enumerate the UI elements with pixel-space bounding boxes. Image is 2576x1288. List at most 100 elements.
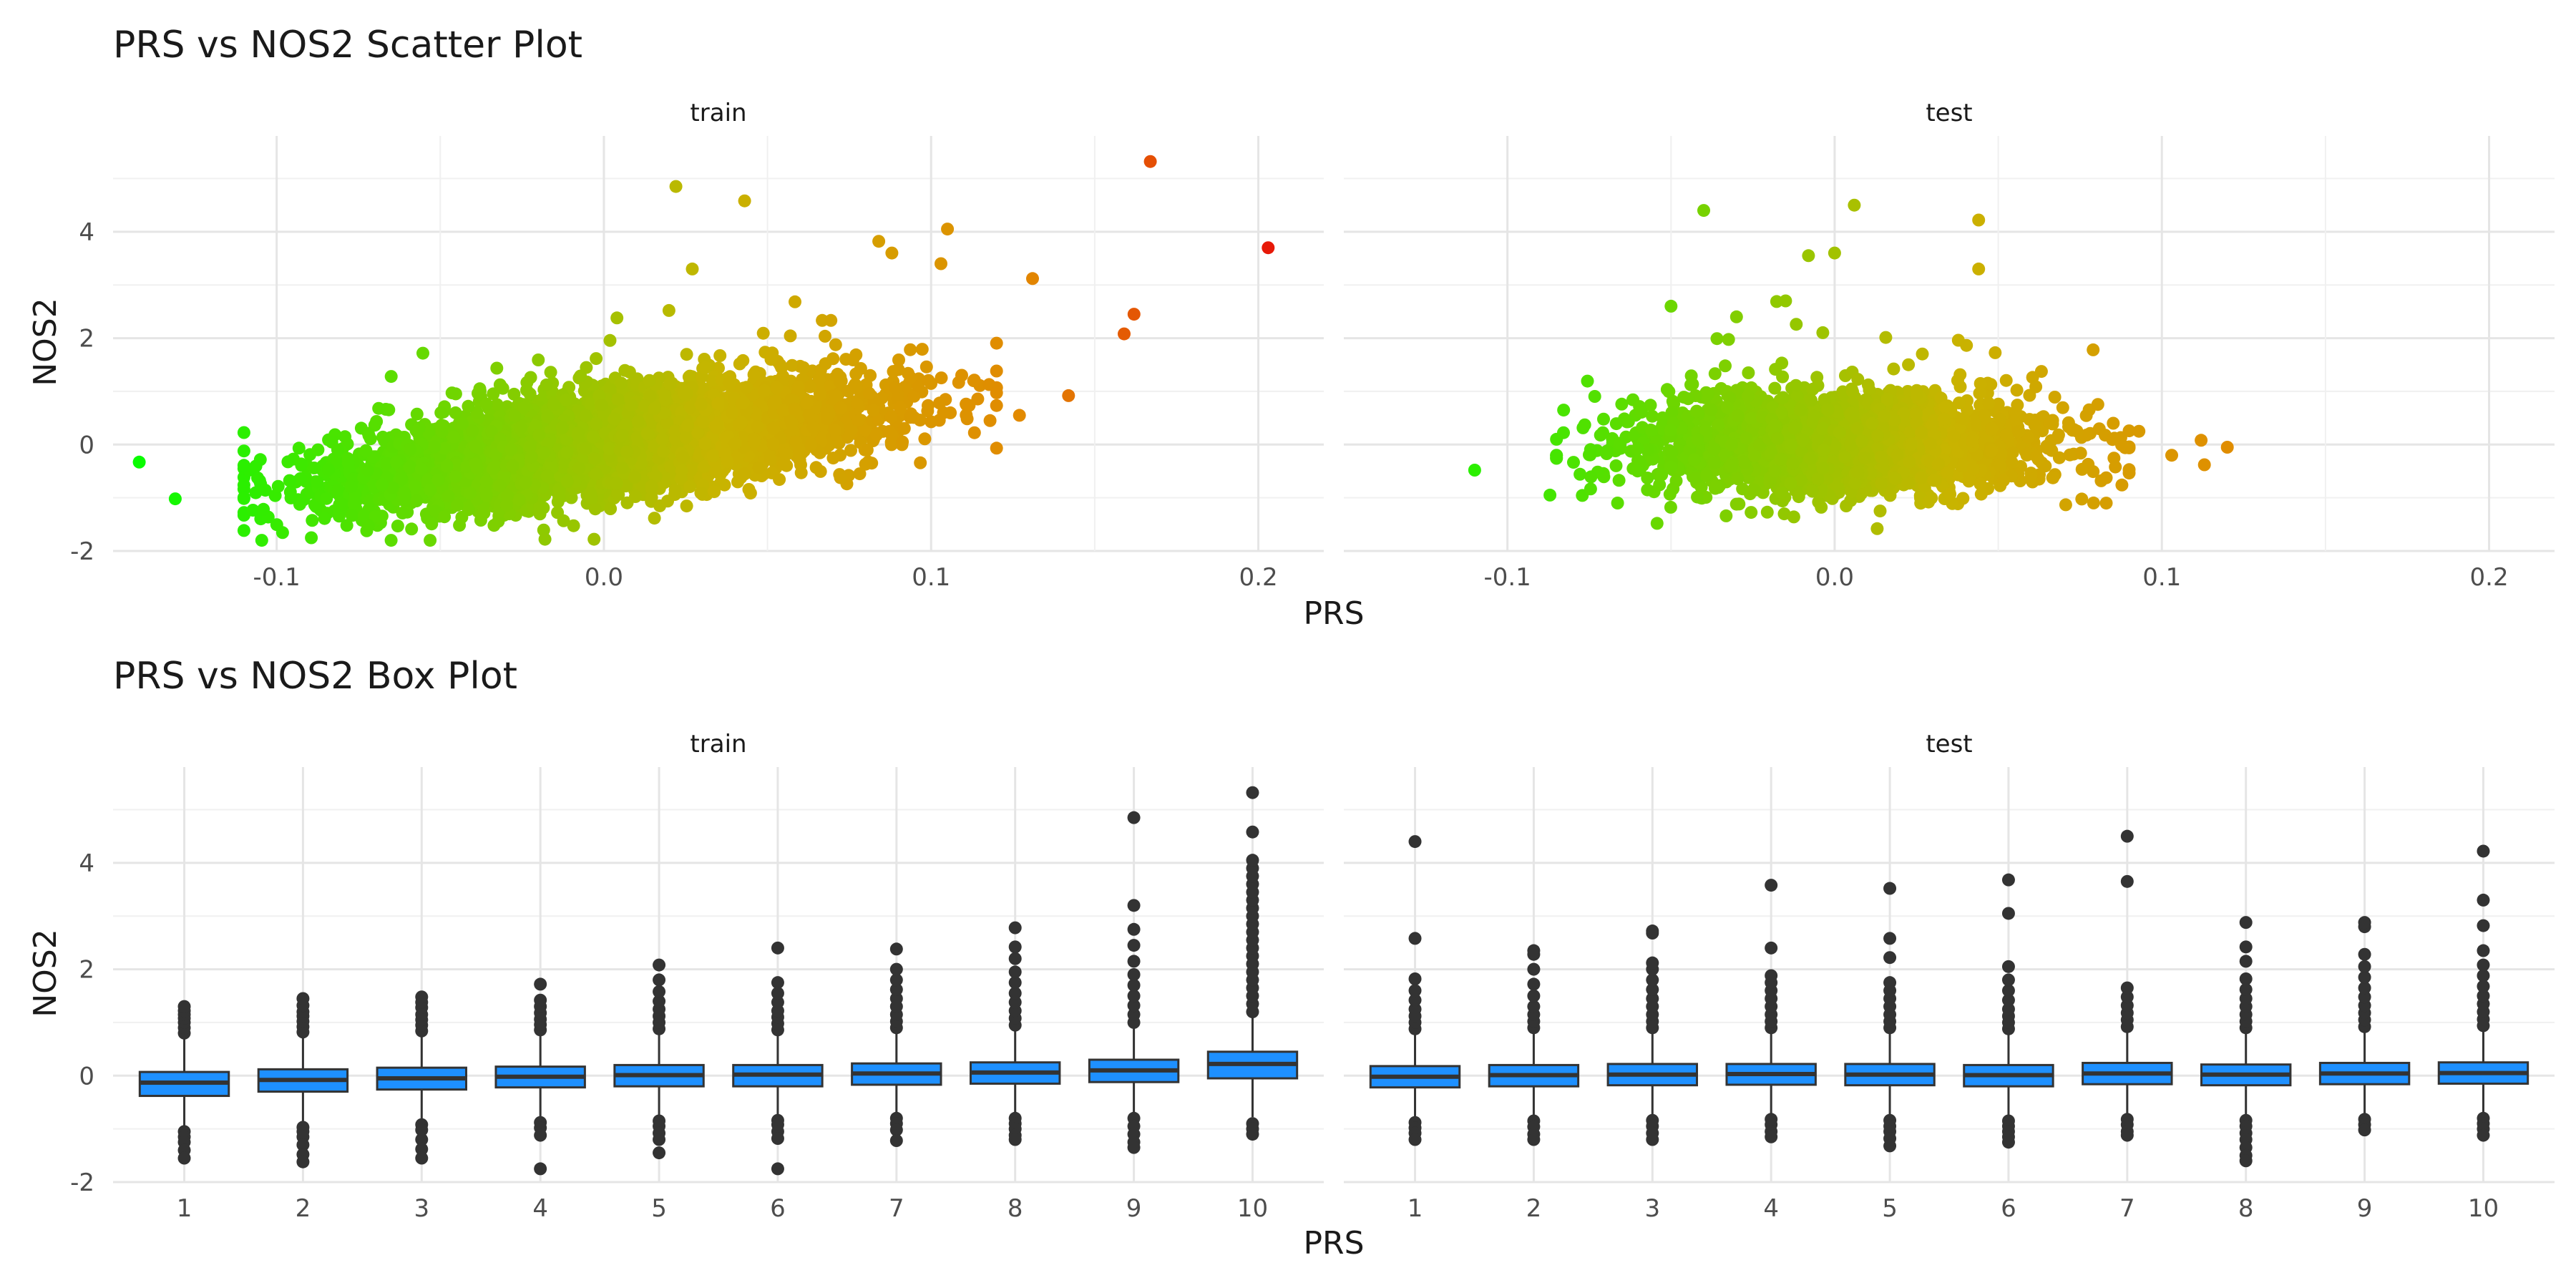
scatter-point xyxy=(382,403,396,416)
scatter-point xyxy=(870,428,883,441)
scatter-point xyxy=(434,406,448,419)
scatter-point xyxy=(311,443,325,457)
scatter-point xyxy=(792,442,806,456)
scatter-point xyxy=(907,389,921,403)
scatter-point xyxy=(246,504,260,517)
facet-label: train xyxy=(690,99,746,127)
scatter-point xyxy=(829,389,843,403)
scatter-point xyxy=(904,343,917,356)
scatter-point xyxy=(424,534,437,547)
point-layer xyxy=(132,155,1275,547)
scatter-point xyxy=(450,499,464,512)
scatter-point xyxy=(645,482,658,495)
scatter-point xyxy=(849,367,863,381)
scatter-point xyxy=(255,534,268,547)
scatter-point xyxy=(683,480,697,494)
scatter-point xyxy=(359,444,373,457)
scatter-point xyxy=(523,387,537,401)
scatter-point xyxy=(955,369,968,382)
scatter-point xyxy=(293,472,307,485)
scatter-point xyxy=(508,409,522,423)
scatter-point xyxy=(603,333,617,347)
scatter-point xyxy=(584,397,597,411)
scatter-point xyxy=(284,491,298,504)
scatter-point xyxy=(405,522,419,536)
scatter-point xyxy=(826,452,840,465)
scatter-point xyxy=(588,502,602,516)
scatter-point xyxy=(410,494,423,507)
scatter-point xyxy=(844,444,857,457)
scatter-point xyxy=(305,531,318,545)
scatter-point xyxy=(919,360,933,374)
scatter-point xyxy=(445,386,459,400)
scatter-point xyxy=(696,381,710,395)
scatter-point xyxy=(623,366,636,379)
scatter-point xyxy=(283,474,296,487)
scatter-point xyxy=(249,459,263,473)
scatter-point xyxy=(416,346,429,360)
scatter-point xyxy=(889,381,902,394)
scatter-point xyxy=(306,514,319,527)
scatter-point xyxy=(391,519,404,533)
scatter-point xyxy=(258,484,272,497)
scatter-point xyxy=(311,475,324,489)
scatter-point xyxy=(425,517,439,531)
scatter-point xyxy=(462,399,475,413)
scatter-point xyxy=(849,381,863,394)
scatter-point xyxy=(819,357,832,371)
scatter-point xyxy=(897,421,911,435)
scatter-point xyxy=(308,462,321,474)
scatter-point xyxy=(967,426,981,439)
scatter-point xyxy=(894,401,907,414)
scatter-point xyxy=(694,486,708,499)
scatter-point xyxy=(295,457,308,471)
scatter-point xyxy=(853,467,867,481)
scatter-point xyxy=(369,509,382,523)
scatter-point xyxy=(292,441,306,455)
scatter-point xyxy=(490,361,504,375)
scatter-point xyxy=(747,368,761,381)
scatter-point xyxy=(631,415,645,429)
scatter-point xyxy=(914,456,927,469)
scatter-x-axis-label: PRS xyxy=(1303,595,1364,632)
scatter-point xyxy=(921,404,935,418)
scatter-point xyxy=(683,369,697,383)
scatter-point xyxy=(322,463,336,477)
scatter-chart: PRS vs NOS2 Scatter Plot NOS2 PRS train … xyxy=(27,24,2555,632)
scatter-point xyxy=(662,303,675,317)
scatter-point xyxy=(396,506,409,519)
scatter-point xyxy=(487,519,501,532)
scatter-point xyxy=(892,353,905,366)
scatter-point xyxy=(887,365,900,379)
scatter-point xyxy=(271,479,285,493)
scatter-point xyxy=(789,295,801,308)
scatter-point xyxy=(347,497,361,510)
scatter-point xyxy=(819,329,831,343)
scatter-point xyxy=(479,474,493,488)
scatter-point xyxy=(774,358,787,371)
scatter-point xyxy=(507,387,521,401)
scatter-point xyxy=(336,497,350,511)
scatter-title: PRS vs NOS2 Scatter Plot xyxy=(113,24,582,67)
scatter-point xyxy=(648,512,661,525)
scatter-point xyxy=(834,371,847,384)
scatter-point xyxy=(237,426,250,439)
scatter-point xyxy=(773,473,786,487)
scatter-point xyxy=(384,534,398,547)
scatter-point xyxy=(680,499,693,513)
scatter-point xyxy=(532,353,545,366)
scatter-point xyxy=(253,474,266,487)
scatter-point xyxy=(438,510,452,524)
scatter-point xyxy=(512,493,526,507)
scatter-point xyxy=(557,514,570,527)
scatter-point xyxy=(455,510,469,524)
scatter-point xyxy=(358,509,371,522)
scatter-point xyxy=(860,443,874,457)
scatter-point xyxy=(904,371,917,384)
scatter-point xyxy=(320,492,333,505)
scatter-point xyxy=(441,489,455,503)
scatter-point xyxy=(331,443,344,457)
scatter-point xyxy=(237,492,250,505)
scatter-point xyxy=(330,455,343,469)
